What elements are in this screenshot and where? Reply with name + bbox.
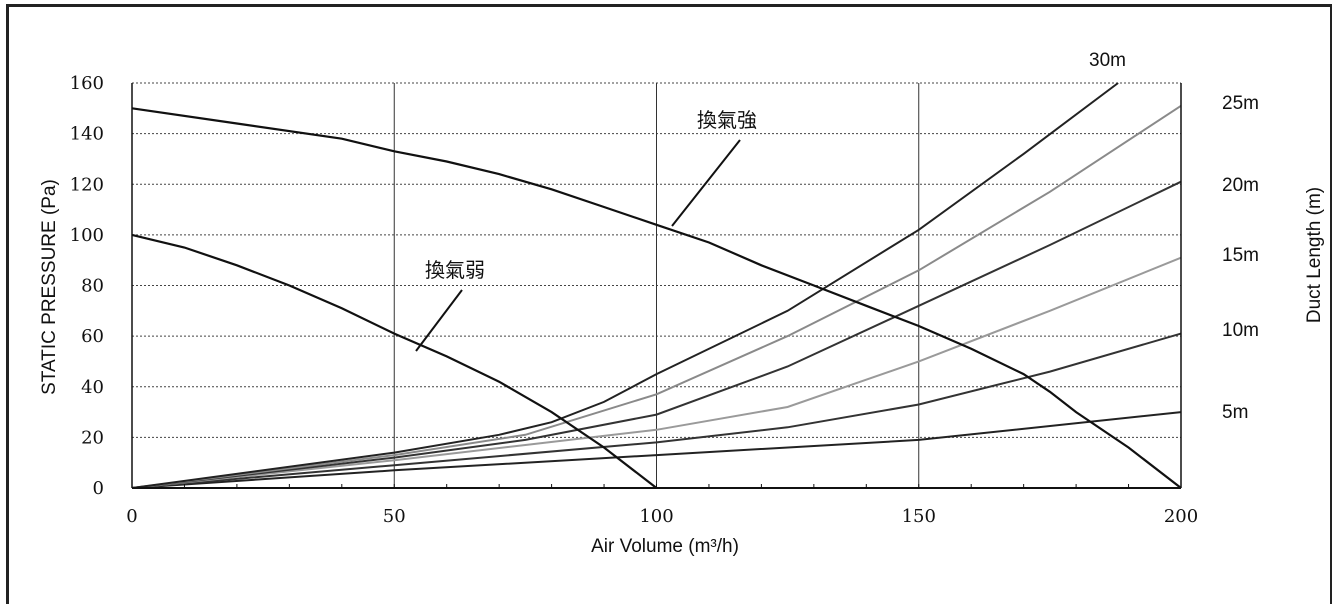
fan-strong-leader [671, 139, 741, 227]
axes [131, 83, 1182, 489]
y-tick-label-20: 20 [81, 427, 104, 448]
grid [132, 82, 1181, 488]
x-tick-label-50: 50 [383, 506, 406, 527]
y-tick-label-0: 0 [93, 478, 104, 499]
curves [131, 82, 1182, 489]
duct-label-15m: 15m [1222, 245, 1259, 266]
fan-weak-leader [415, 289, 463, 352]
y-tick-label-40: 40 [81, 377, 104, 398]
x-tick-label-100: 100 [639, 506, 673, 527]
x-tick-label-200: 200 [1164, 506, 1198, 527]
fan-weak-label: 換氣弱 [425, 258, 485, 282]
fan-curve-labels: 換氣強 換氣弱 [415, 108, 757, 352]
y-tick-label-160: 160 [70, 73, 104, 94]
duct-curve-15m [131, 256, 1182, 489]
duct-length-labels: 30m 25m 20m 15m 10m 5m [1089, 50, 1259, 423]
duct-curve-10m [131, 332, 1182, 489]
x-tick-label-0: 0 [126, 506, 137, 527]
duct-curve-5m [131, 411, 1182, 489]
y-tick-label-100: 100 [70, 225, 104, 246]
x-axis-title: Air Volume (m³/h) [591, 536, 739, 557]
duct-curve-20m [131, 180, 1182, 489]
chart-frame [6, 4, 1332, 604]
fan-curve-1 [131, 233, 658, 489]
y-tick-label-60: 60 [81, 326, 104, 347]
y-tick-label-140: 140 [70, 124, 104, 145]
y-axis-title: STATIC PRESSURE (Pa) [39, 179, 60, 395]
ticks: 0 20 40 60 80 100 120 140 160 0 50 100 150 200 [70, 73, 1199, 527]
fan-strong-label: 換氣強 [697, 108, 757, 132]
duct-label-25m: 25m [1222, 93, 1259, 114]
y-tick-label-120: 120 [70, 174, 104, 195]
duct-label-10m: 10m [1222, 320, 1259, 341]
duct-curve-25m [131, 104, 1182, 489]
fan-curve-0 [131, 107, 1182, 489]
duct-label-20m: 20m [1222, 175, 1259, 196]
y2-axis-title: Duct Length (m) [1304, 187, 1325, 323]
y-tick-label-80: 80 [81, 276, 104, 297]
duct-label-5m: 5m [1222, 402, 1248, 423]
x-tick-label-150: 150 [902, 506, 936, 527]
duct-curve-30m [131, 82, 1119, 489]
duct-label-30m: 30m [1089, 50, 1126, 71]
